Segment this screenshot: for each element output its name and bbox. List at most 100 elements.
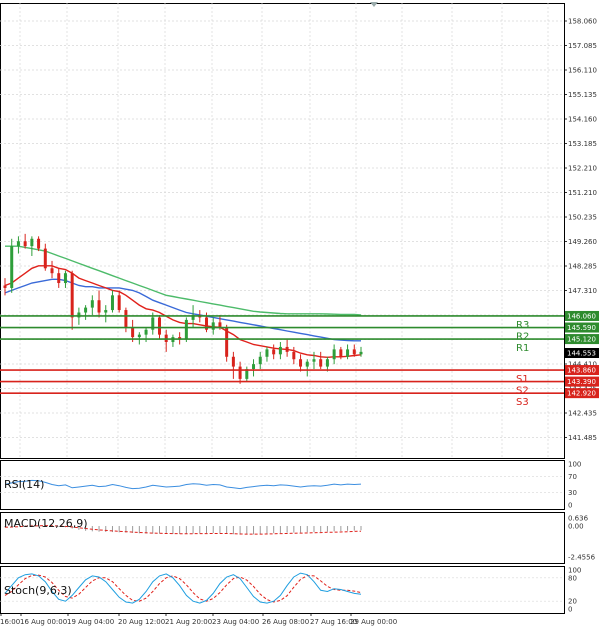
stoch-main-line xyxy=(4,572,362,604)
candle-body xyxy=(245,369,249,379)
candle-body xyxy=(70,273,74,318)
candle-body xyxy=(278,346,282,355)
x-tick-label: 16:00 xyxy=(0,618,20,626)
rsi-tick-label: 70 xyxy=(568,473,577,481)
y-tick-label: 142.435 xyxy=(568,410,597,418)
candle-body xyxy=(205,317,209,330)
x-tick-label: 27 Aug 16:00 xyxy=(310,618,357,626)
level-price-label: 145.590 xyxy=(567,324,596,332)
macd-tick-label: 0.00 xyxy=(568,523,584,531)
candle-body xyxy=(299,359,303,367)
level-price-box xyxy=(565,388,599,399)
x-tick-label: 23 Aug 04:00 xyxy=(212,618,259,626)
level-price-label: 142.920 xyxy=(567,390,596,398)
y-tick-label: 157.085 xyxy=(568,42,597,50)
candle-body xyxy=(157,317,161,335)
x-tick-label: 21 Aug 20:00 xyxy=(165,618,212,626)
stoch-tick-label: 20 xyxy=(568,598,577,606)
panel-frame xyxy=(0,512,565,564)
rsi-tick-label: 0 xyxy=(568,502,572,510)
candle-body xyxy=(37,238,41,249)
candle-body xyxy=(43,248,47,269)
current-price-box xyxy=(565,348,599,359)
y-tick-label: 153.185 xyxy=(568,140,597,148)
candle-body xyxy=(50,268,54,274)
candle-body xyxy=(90,300,94,308)
candle-body xyxy=(305,361,309,367)
level-name-s2: S2 xyxy=(516,386,529,397)
ma-blue-line xyxy=(4,278,361,342)
candle-body xyxy=(184,319,188,340)
candle-body xyxy=(104,310,108,313)
y-tick-label: 149.260 xyxy=(568,238,597,246)
y-tick-label: 150.235 xyxy=(568,214,597,222)
y-tick-label: 155.135 xyxy=(568,91,597,99)
stoch-signal-line xyxy=(4,574,362,603)
level-price-box xyxy=(565,322,599,333)
x-tick-label: 26 Aug 08:00 xyxy=(262,618,309,626)
level-price-label: 143.390 xyxy=(567,378,596,386)
panel-frame xyxy=(0,460,565,510)
level-name-s3: S3 xyxy=(516,397,529,408)
candle-body xyxy=(137,334,141,338)
x-tick-label: 16 Aug 00:00 xyxy=(20,618,67,626)
level-price-label: 146.060 xyxy=(567,312,596,320)
candle-body xyxy=(151,317,155,330)
ema-red-line xyxy=(4,265,362,359)
candle-body xyxy=(218,322,222,328)
candle-body xyxy=(352,349,356,355)
candle-body xyxy=(110,295,114,311)
stoch-tick-label: 0 xyxy=(568,606,572,614)
rsi-title: RSI(14) xyxy=(4,478,44,491)
stoch-tick-label: 80 xyxy=(568,574,577,582)
candle-body xyxy=(359,351,363,355)
y-tick-label: 158.060 xyxy=(568,18,597,26)
candle-body xyxy=(265,349,269,357)
candle-body xyxy=(30,238,34,247)
candle-body xyxy=(144,329,148,335)
candle-body xyxy=(339,349,343,357)
y-tick-label: 152.210 xyxy=(568,165,597,173)
candle-body xyxy=(346,349,350,357)
panel-frame xyxy=(0,3,565,459)
candle-body xyxy=(312,359,316,362)
y-tick-label: 151.210 xyxy=(568,189,597,197)
ma-green-line xyxy=(5,245,362,316)
y-tick-label: 147.310 xyxy=(568,287,597,295)
candle-body xyxy=(10,246,14,288)
level-name-r1: R1 xyxy=(516,343,529,354)
level-name-r2: R2 xyxy=(516,332,529,343)
level-price-box xyxy=(565,334,599,345)
stoch-tick-label: 100 xyxy=(568,567,581,575)
candle-body xyxy=(238,366,242,379)
x-tick-label: 20 Aug 12:00 xyxy=(118,618,165,626)
current-price-label: 144.553 xyxy=(567,350,596,358)
x-tick-label: 29 Aug 00:00 xyxy=(350,618,397,626)
candle-body xyxy=(23,241,27,247)
candle-body xyxy=(325,359,329,367)
candle-body xyxy=(77,312,81,318)
stoch-title: Stoch(9,6,3) xyxy=(4,584,72,597)
candle-body xyxy=(63,273,67,284)
candle-body xyxy=(124,310,128,328)
candle-body xyxy=(131,327,135,338)
y-tick-label: 154.160 xyxy=(568,116,597,124)
candle-body xyxy=(258,356,262,365)
macd-tick-label: 0.636 xyxy=(568,515,589,523)
candle-body xyxy=(57,273,61,284)
candle-body xyxy=(3,285,7,288)
candle-body xyxy=(97,300,101,313)
y-tick-label: 144.410 xyxy=(568,361,597,369)
candle-body xyxy=(225,327,229,357)
candle-body xyxy=(84,307,88,313)
candle-body xyxy=(117,295,121,311)
level-price-box xyxy=(565,310,599,321)
candle-body xyxy=(285,346,289,352)
rsi-tick-label: 30 xyxy=(568,489,577,497)
rsi-tick-label: 100 xyxy=(568,461,581,469)
y-tick-label: 148.285 xyxy=(568,263,597,271)
candle-body xyxy=(252,364,256,370)
level-price-box xyxy=(565,365,599,376)
